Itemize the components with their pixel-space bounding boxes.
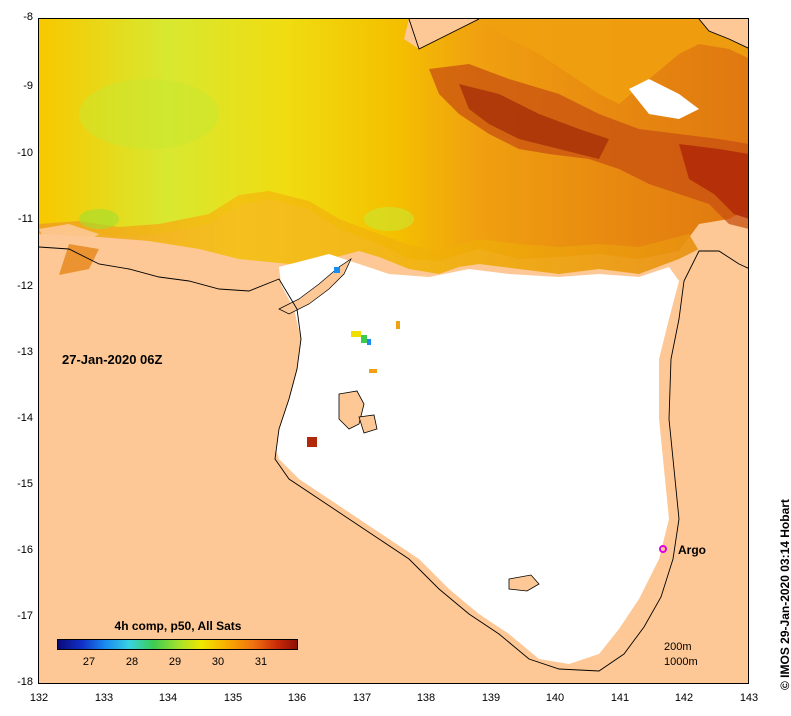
groote-eylandt (338, 390, 365, 430)
depth-200m-label: 200m (664, 641, 692, 653)
lon-tick: 132 (29, 692, 49, 704)
sst-hot-core (459, 84, 609, 159)
argo-float-icon (659, 545, 667, 553)
gulf-no-data (269, 254, 679, 664)
lon-tick: 140 (545, 692, 565, 704)
sst-colorbar (57, 639, 298, 650)
lon-tick: 134 (158, 692, 178, 704)
lat-tick: -14 (17, 412, 33, 424)
legend-title: 4h comp, p50, All Sats (114, 619, 242, 633)
colorbar-tick: 28 (125, 656, 139, 668)
lat-tick: -8 (23, 11, 33, 23)
lat-tick: -16 (17, 544, 33, 556)
coastline-nt (39, 246, 748, 672)
colorbar-tick: 27 (82, 656, 96, 668)
lon-tick: 143 (739, 692, 759, 704)
depth-1000m-label: 1000m (664, 656, 698, 668)
colorbar-tick: 29 (168, 656, 182, 668)
lat-tick: -12 (17, 280, 33, 292)
lon-tick: 133 (94, 692, 114, 704)
sst-field-arafura (39, 19, 748, 261)
map-timestamp: 27-Jan-2020 06Z (62, 352, 163, 367)
lat-tick: -11 (17, 213, 33, 225)
lon-tick: 139 (481, 692, 501, 704)
lon-tick: 142 (674, 692, 694, 704)
lat-tick: -15 (17, 478, 33, 490)
lat-tick: -18 (17, 676, 33, 688)
lon-tick: 135 (223, 692, 243, 704)
argo-float-label: Argo (678, 543, 706, 557)
new-guinea-land (404, 19, 479, 49)
lat-tick: -10 (17, 147, 33, 159)
colorbar-tick: 31 (254, 656, 268, 668)
lon-tick: 138 (416, 692, 436, 704)
sst-field-coastal (39, 191, 699, 274)
lon-tick: 136 (287, 692, 307, 704)
sst-map (39, 19, 748, 683)
cape-york-land (600, 249, 748, 683)
lon-tick: 141 (610, 692, 630, 704)
lon-tick: 137 (352, 692, 372, 704)
nt-land (39, 269, 599, 683)
map-panel (38, 18, 749, 684)
lat-tick: -17 (17, 610, 33, 622)
lat-tick: -13 (17, 346, 33, 358)
mornington-island (508, 574, 540, 592)
colorbar-tick: 30 (211, 656, 225, 668)
depth-contour-legend: 200m 1000m (664, 640, 698, 670)
credit-text: © IMOS 29-Jan-2020 03:14 Hobart (778, 499, 791, 690)
lat-tick: -9 (23, 80, 33, 92)
